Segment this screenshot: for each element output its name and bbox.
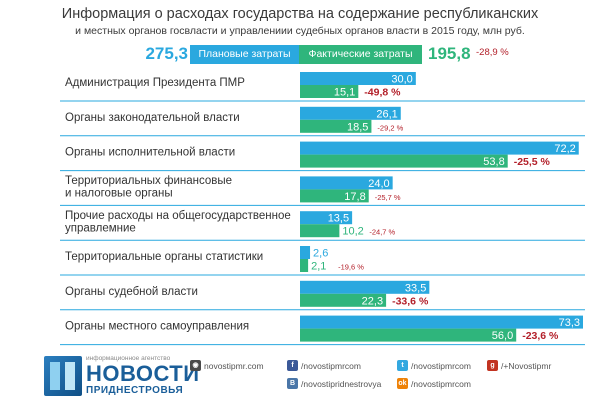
- planned-value-label: 13,5: [328, 213, 349, 225]
- social-link[interactable]: B/novostipridnestrovya: [287, 378, 381, 389]
- actual-value-label: 15,1: [334, 87, 355, 99]
- social-link[interactable]: t/novostipmrcom: [397, 360, 471, 371]
- legend-actual: Фактические затраты: [299, 45, 422, 64]
- total-change-value: -28,9 %: [476, 47, 509, 58]
- social-link-text: /novostipmrcom: [301, 360, 361, 371]
- change-label: -25,5 %: [514, 156, 551, 168]
- bar-actual: [300, 154, 508, 168]
- actual-value-label: 17,8: [344, 191, 365, 203]
- camera-icon: ◉: [190, 360, 201, 371]
- facebook-icon: f: [287, 360, 298, 371]
- category-label: Органы законодательной власти: [65, 112, 240, 124]
- category-label: Прочие расходы на общегосударственное: [65, 210, 291, 222]
- bar-actual: [300, 224, 340, 238]
- total-actual-value: 195,8: [428, 44, 471, 63]
- change-label: -25,7 %: [375, 193, 401, 202]
- bar-planned: [300, 246, 311, 259]
- bar-actual: [300, 85, 359, 98]
- category-label: Органы местного самоуправления: [65, 321, 249, 333]
- bar-actual: [300, 259, 309, 272]
- social-link-text: /novostipmrcom: [411, 378, 471, 389]
- bar-planned: [300, 176, 393, 190]
- bar-planned: [300, 106, 401, 120]
- twitter-icon: t: [397, 360, 408, 371]
- change-label: -49,8 %: [364, 87, 401, 99]
- logo-icon: [44, 356, 82, 396]
- chart-subtitle: и местных органов госвласти и управлении…: [75, 25, 525, 37]
- planned-value-label: 33,5: [405, 282, 426, 294]
- bar-actual: [300, 328, 517, 342]
- social-link[interactable]: f/novostipmrcom: [287, 360, 361, 371]
- category-label: Территориальные органы статистики: [65, 251, 263, 263]
- social-link[interactable]: ◉ novostipmr.com: [190, 360, 264, 371]
- category-label: и налоговые органы: [65, 188, 173, 200]
- chart-title: Информация о расходах государства на сод…: [61, 6, 539, 22]
- footer: [0, 346, 600, 400]
- vk-icon: B: [287, 378, 298, 389]
- social-link-text: novostipmr.com: [204, 360, 264, 371]
- category-label: Органы исполнительной власти: [65, 147, 235, 159]
- actual-value-label: 56,0: [492, 330, 513, 342]
- bar-planned: [300, 211, 353, 225]
- google-plus-icon: g: [487, 360, 498, 371]
- social-link-text: /novostipridnestrovya: [301, 378, 382, 389]
- planned-value-label: 30,0: [391, 74, 412, 86]
- actual-value-label: 2,1: [311, 261, 326, 273]
- social-link-text: /+Novostipmr: [501, 360, 552, 371]
- logo-name: НОВОСТИ: [86, 361, 200, 386]
- actual-value-label: 10,2: [342, 226, 363, 238]
- category-label: Территориальных финансовые: [65, 175, 232, 187]
- logo-subtitle: ПРИДНЕСТРОВЬЯ: [86, 385, 184, 396]
- actual-value-label: 53,8: [483, 156, 504, 168]
- social-link-text: /novostipmrcom: [411, 360, 471, 371]
- bar-chart: Администрация Президента ПМР 30,0 15,1 -49,…: [60, 72, 585, 346]
- change-label: -33,6 %: [392, 295, 429, 307]
- planned-value-label: 24,0: [368, 178, 389, 190]
- planned-value-label: 73,3: [559, 317, 580, 329]
- category-label: Администрация Президента ПМР: [65, 77, 245, 89]
- legend-planned: Плановые затраты: [190, 45, 299, 64]
- bar-planned: [300, 280, 430, 294]
- bar-planned: [300, 315, 583, 329]
- change-label: -19,6 %: [338, 263, 364, 272]
- actual-value-label: 22,3: [362, 295, 383, 307]
- bar-actual: [300, 119, 372, 133]
- social-link[interactable]: ok/novostipmrcom: [397, 378, 471, 389]
- change-label: -29,2 %: [377, 123, 403, 132]
- bar-actual: [300, 189, 369, 203]
- actual-value-label: 18,5: [347, 121, 368, 133]
- change-label: -24,7 %: [369, 228, 395, 237]
- change-label: -23,6 %: [522, 330, 559, 342]
- social-link[interactable]: g/+Novostipmr: [487, 360, 551, 371]
- logo-tagline: информационное агентство: [86, 355, 171, 362]
- planned-value-label: 26,1: [376, 108, 397, 120]
- bar-actual: [300, 293, 387, 307]
- category-label: Органы судебной власти: [65, 286, 198, 298]
- bar-planned: [300, 72, 416, 85]
- planned-value-label: 72,2: [554, 143, 575, 155]
- total-planned-value: 275,3: [145, 44, 188, 63]
- bar-planned: [300, 141, 579, 155]
- odnoklassniki-icon: ok: [397, 378, 408, 389]
- category-label: управлемние: [65, 222, 136, 234]
- planned-value-label: 2,6: [313, 248, 328, 260]
